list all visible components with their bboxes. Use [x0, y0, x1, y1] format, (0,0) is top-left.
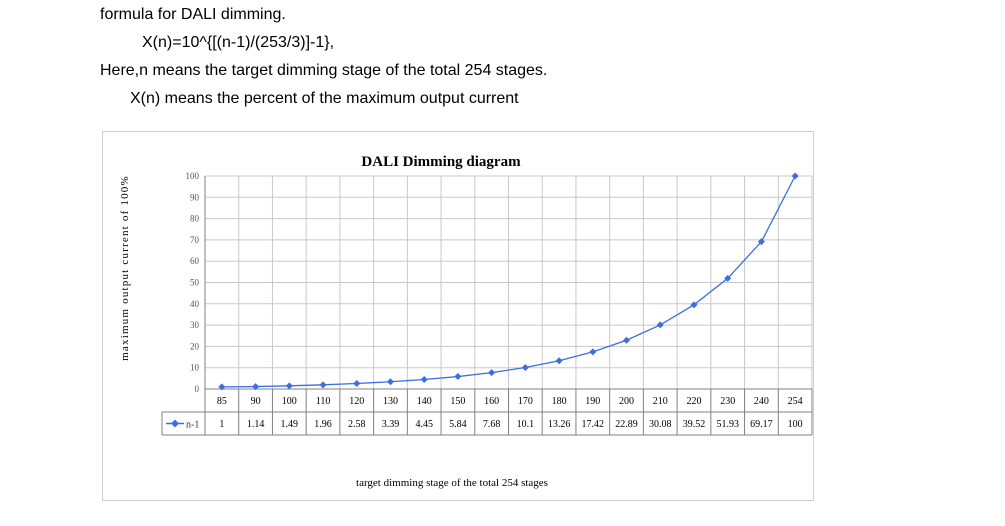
x-category-label: 200 — [619, 396, 634, 407]
data-point — [353, 380, 361, 388]
y-tick-label: 80 — [190, 214, 200, 224]
x-category-label: 150 — [450, 396, 465, 407]
formula-description-n: Here,n means the target dimming stage of… — [100, 62, 548, 79]
formula-heading: formula for DALI dimming. — [100, 6, 286, 23]
x-category-label: 160 — [484, 396, 499, 407]
chart-gridlines — [204, 175, 813, 390]
y-tick-label: 20 — [190, 341, 200, 351]
x-category-label: 110 — [316, 396, 331, 407]
data-point — [252, 383, 260, 391]
x-category-label: 100 — [282, 396, 297, 407]
x-category-label: 180 — [552, 396, 567, 407]
data-point — [285, 382, 293, 390]
data-point — [724, 274, 732, 282]
data-value-label: 13.26 — [548, 419, 571, 430]
x-category-label: 130 — [383, 396, 398, 407]
data-value-label: 51.93 — [716, 419, 739, 430]
y-tick-label: 40 — [190, 299, 200, 309]
series-n-1 — [218, 172, 799, 391]
x-category-label: 240 — [754, 396, 769, 407]
data-value-label: 1.14 — [247, 419, 265, 430]
y-tick-label: 70 — [190, 235, 200, 245]
y-tick-label: 90 — [190, 192, 200, 202]
data-value-label: 1.96 — [314, 419, 332, 430]
data-point — [656, 321, 664, 329]
data-point — [623, 336, 631, 344]
y-tick-label: 10 — [190, 363, 200, 373]
formula-description-xn: X(n) means the percent of the maximum ou… — [130, 90, 519, 107]
data-value-label: 22.89 — [615, 419, 638, 430]
x-category-label: 220 — [686, 396, 701, 407]
chart-title: DALI Dimming diagram — [361, 154, 521, 170]
x-category-label: 254 — [788, 396, 803, 407]
y-tick-label: 50 — [190, 278, 200, 288]
data-value-label: 69.17 — [750, 419, 773, 430]
data-point — [420, 376, 428, 384]
data-point — [690, 301, 698, 309]
legend-marker — [171, 419, 179, 428]
data-value-label: 100 — [788, 419, 803, 430]
formula-expression: X(n)=10^{[(n-1)/(253/3)]-1}, — [142, 34, 335, 51]
chart-frame — [102, 131, 814, 501]
data-point — [757, 238, 765, 246]
x-category-label: 190 — [585, 396, 600, 407]
data-value-label: 30.08 — [649, 419, 672, 430]
x-category-label: 140 — [417, 396, 432, 407]
data-value-label: 5.84 — [449, 419, 467, 430]
data-value-label: 1.49 — [281, 419, 299, 430]
x-category-label: 210 — [653, 396, 668, 407]
data-point — [488, 369, 496, 377]
data-value-label: 4.45 — [415, 419, 433, 430]
data-value-label: 10.1 — [517, 419, 535, 430]
x-category-label: 90 — [251, 396, 261, 407]
x-axis-label: target dimming stage of the total 254 st… — [356, 477, 548, 489]
data-point — [521, 363, 529, 371]
data-table: 85 90 100 110 120 130 140 150 160 170 180 190 200 210… — [161, 388, 813, 436]
data-value-label: 17.42 — [582, 419, 605, 430]
series-line — [221, 175, 796, 388]
x-category-label: 85 — [217, 396, 227, 407]
y-tick-labels: 0 10 20 30 40 50 60 70 80 90 100 — [186, 171, 200, 394]
data-value-label: 2.58 — [348, 419, 366, 430]
y-tick-label: 0 — [195, 384, 200, 394]
y-tick-label: 30 — [190, 320, 200, 330]
data-point — [555, 357, 563, 365]
data-value-label: 1 — [219, 419, 224, 430]
data-value-label: 7.68 — [483, 419, 501, 430]
data-point — [319, 381, 327, 389]
data-point — [218, 383, 226, 391]
x-category-label: 230 — [720, 396, 735, 407]
data-point — [589, 348, 597, 356]
y-axis-label: maximum output current of 100% — [119, 175, 131, 361]
data-point — [791, 172, 799, 180]
data-value-label: 39.52 — [683, 419, 706, 430]
data-point — [386, 378, 394, 386]
legend-label: n-1 — [186, 420, 199, 431]
data-value-label: 3.39 — [382, 419, 400, 430]
data-point — [454, 373, 462, 381]
y-tick-label: 100 — [186, 171, 200, 181]
y-tick-label: 60 — [190, 256, 200, 266]
x-category-label: 170 — [518, 396, 533, 407]
x-category-label: 120 — [349, 396, 364, 407]
